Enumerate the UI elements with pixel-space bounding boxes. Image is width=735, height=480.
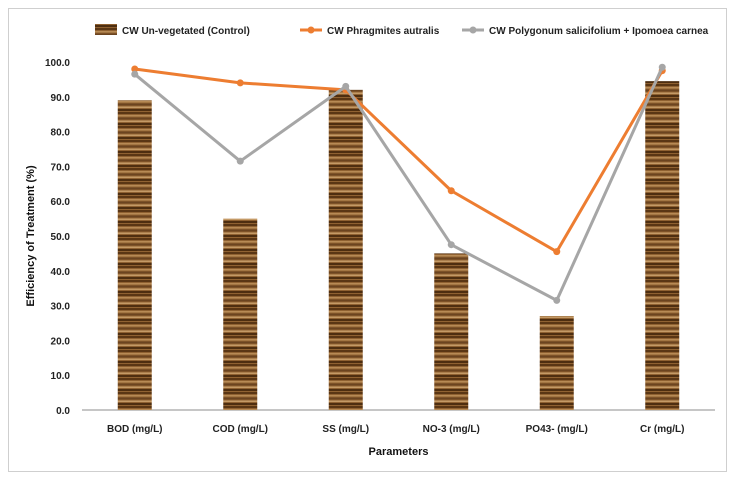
- data-point: [236, 157, 244, 165]
- legend-swatch: [95, 24, 117, 35]
- x-tick-label: COD (mg/L): [212, 424, 268, 435]
- y-tick-label: 30.0: [51, 302, 71, 313]
- bar: [328, 89, 363, 410]
- lines: [131, 63, 666, 304]
- x-tick-label: SS (mg/L): [322, 424, 369, 435]
- y-tick-label: 90.0: [51, 93, 71, 104]
- bar: [539, 316, 574, 410]
- data-point: [131, 70, 139, 78]
- x-tick-label: Cr (mg/L): [640, 424, 684, 435]
- data-point: [131, 65, 139, 73]
- bar: [223, 218, 258, 410]
- legend-label: CW Un-vegetated (Control): [122, 26, 250, 37]
- series-line: [133, 66, 664, 302]
- data-point: [447, 187, 455, 195]
- y-tick-label: 20.0: [51, 336, 71, 347]
- data-point: [553, 296, 561, 304]
- x-tick-label: PO43- (mg/L): [526, 424, 588, 435]
- data-point: [236, 79, 244, 87]
- legend: CW Un-vegetated (Control) CW Phragmites a…: [95, 24, 709, 37]
- y-axis-title: Efficiency of Treatment (%): [25, 165, 37, 307]
- axes: 0.0 10.0 20.0 30.0 40.0 50.0 60.0 70.0 80.0 90.0 1…: [45, 58, 715, 435]
- series-line: [134, 67, 664, 254]
- y-tick-label: 0.0: [56, 406, 70, 417]
- y-tick-label: 100.0: [45, 58, 70, 69]
- data-point: [342, 82, 350, 90]
- y-tick-label: 70.0: [51, 162, 71, 173]
- legend-label: CW Phragmites autralis: [327, 26, 440, 37]
- legend-marker: [469, 26, 477, 34]
- y-tick-label: 50.0: [51, 232, 71, 243]
- x-axis-title: Parameters: [369, 446, 429, 458]
- legend-label: CW Polygonum salicifolium + Ipomoea carn…: [489, 26, 709, 37]
- x-tick-label: BOD (mg/L): [107, 424, 163, 435]
- bars: [117, 81, 680, 410]
- data-point: [447, 241, 455, 249]
- y-tick-label: 80.0: [51, 128, 71, 139]
- bar: [645, 81, 680, 410]
- y-tick-label: 60.0: [51, 197, 71, 208]
- y-tick-label: 40.0: [51, 267, 71, 278]
- x-tick-label: NO-3 (mg/L): [423, 424, 480, 435]
- data-point: [553, 248, 561, 256]
- bar: [434, 253, 469, 410]
- bar: [117, 100, 152, 410]
- legend-marker: [307, 26, 315, 34]
- y-tick-label: 10.0: [51, 371, 71, 382]
- data-point: [658, 63, 666, 71]
